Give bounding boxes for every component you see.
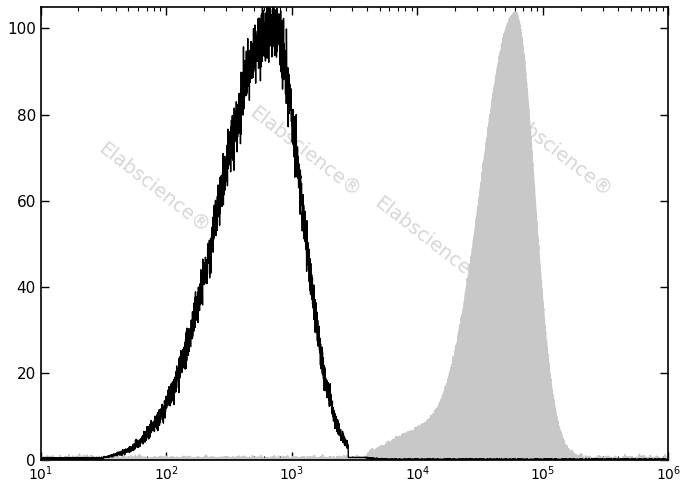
Text: Elabscience®: Elabscience® [496,103,614,201]
Text: Elabscience®: Elabscience® [246,103,363,201]
Text: Elabscience®: Elabscience® [95,139,213,237]
Text: Elabscience®: Elabscience® [371,193,489,292]
